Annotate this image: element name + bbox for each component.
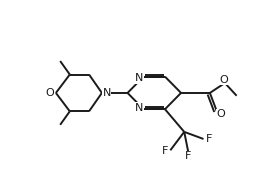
Text: O: O <box>217 109 225 119</box>
Text: N: N <box>135 103 143 113</box>
Text: N: N <box>102 88 111 98</box>
Text: O: O <box>219 75 228 85</box>
Text: F: F <box>206 134 212 144</box>
Text: N: N <box>135 73 143 83</box>
Text: F: F <box>185 151 192 161</box>
Text: O: O <box>46 88 54 98</box>
Text: F: F <box>162 146 168 156</box>
